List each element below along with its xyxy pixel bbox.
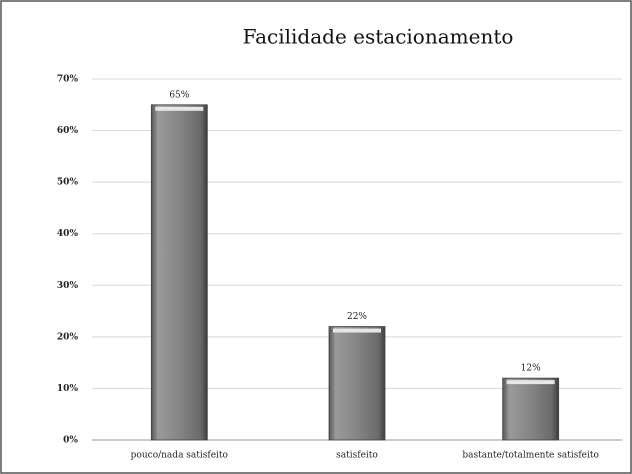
x-tick-label: satisfeito [336,451,378,461]
y-tick-label: 60% [57,126,79,136]
bar-cap [155,106,204,111]
y-tick-label: 20% [57,332,79,342]
chart-title: Facilidade estacionamento [243,25,514,49]
x-tick-label: pouco/nada satisfeito [131,451,228,461]
y-tick-label: 0% [63,436,78,446]
bar [150,104,208,441]
data-label: 22% [347,312,367,322]
y-tick-label: 40% [57,229,79,239]
x-tick-label: bastante/totalmente satisfeito [462,451,599,461]
bar-cap [506,380,555,385]
bar [328,326,386,441]
bar [502,377,560,441]
bar-cap [333,328,381,333]
y-tick-label: 30% [57,281,79,291]
data-label: 65% [169,90,189,100]
y-tick-label: 70% [57,75,79,85]
y-tick-label: 50% [57,178,79,188]
data-label: 12% [521,364,541,374]
y-tick-label: 10% [57,384,79,394]
